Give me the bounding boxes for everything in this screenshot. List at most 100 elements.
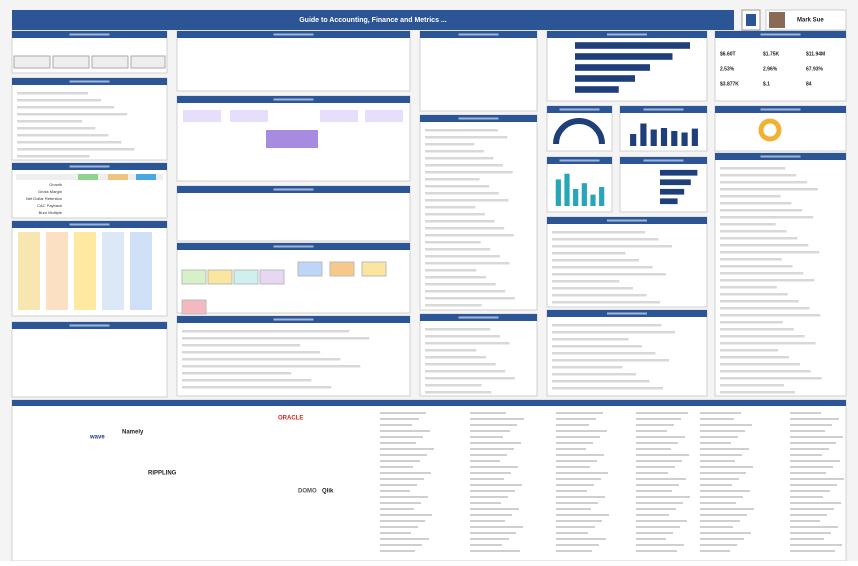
text-line (636, 532, 673, 534)
header-text (69, 80, 110, 83)
text-line (470, 460, 500, 462)
text-line (425, 356, 486, 359)
text-line (700, 520, 740, 522)
bar (564, 173, 570, 206)
diagram-column (102, 232, 124, 310)
text-line (425, 143, 475, 146)
text-line (700, 496, 743, 498)
text-line (700, 478, 739, 480)
text-line (425, 136, 508, 139)
text-line (790, 448, 829, 450)
text-line (425, 335, 500, 338)
text-line (556, 550, 592, 552)
text-line (380, 412, 426, 414)
text-line (380, 538, 429, 540)
header-text (643, 108, 684, 111)
text-line (182, 351, 321, 354)
text-line (17, 92, 89, 95)
header-text (273, 188, 314, 191)
logo: ORACLE (278, 416, 303, 422)
text-line (380, 520, 425, 522)
text-line (556, 532, 588, 534)
text-line (636, 502, 683, 504)
text-line (425, 276, 486, 279)
panel (176, 315, 411, 397)
text-line (636, 478, 686, 480)
text-line (636, 538, 666, 540)
flow-box (259, 269, 285, 285)
text-line (700, 484, 732, 486)
text-line (790, 484, 837, 486)
text-line (720, 188, 819, 191)
text-line (720, 244, 809, 247)
header-text (643, 159, 684, 162)
text-line (790, 544, 842, 546)
text-line (790, 496, 823, 498)
text-line (425, 262, 510, 265)
text-line (720, 251, 820, 254)
text-line (790, 538, 824, 540)
text-line (556, 520, 602, 522)
text-line (720, 377, 822, 380)
text-line (470, 418, 524, 420)
text-line (552, 259, 639, 262)
text-line (720, 300, 799, 303)
text-line (552, 245, 672, 248)
bar (575, 75, 635, 82)
text-line (636, 496, 690, 498)
highlight-box (266, 130, 318, 148)
title-bar (12, 10, 734, 30)
text-line (470, 436, 503, 438)
text-line (790, 460, 840, 462)
text-line (425, 304, 482, 307)
text-line (720, 230, 787, 233)
text-line (380, 454, 427, 456)
bar (660, 169, 698, 176)
header-text (458, 117, 499, 120)
text-line (556, 424, 589, 426)
text-line (425, 391, 492, 394)
text-line (182, 337, 370, 340)
text-line (720, 279, 815, 282)
text-line (425, 206, 476, 209)
text-line (556, 466, 590, 468)
text-line (17, 141, 122, 144)
panel (11, 77, 168, 161)
flow-box (181, 299, 207, 315)
bar (575, 53, 673, 60)
table-row-label: Growth (49, 182, 62, 187)
text-line (720, 195, 781, 198)
text-line (556, 418, 596, 420)
text-line (556, 454, 604, 456)
text-line (425, 283, 496, 286)
text-line (636, 424, 674, 426)
text-line (700, 544, 737, 546)
text-line (470, 454, 507, 456)
text-line (720, 174, 797, 177)
text-line (556, 508, 591, 510)
text-line (470, 442, 521, 444)
title: Guide to Accounting, Finance and Metrics… (299, 17, 447, 24)
text-line (17, 127, 96, 130)
profile[interactable] (765, 9, 847, 31)
text-line (380, 532, 411, 534)
text-line (470, 466, 518, 468)
text-line (380, 550, 415, 552)
text-line (425, 384, 482, 387)
text-line (470, 550, 520, 552)
text-line (700, 418, 734, 420)
bar (660, 198, 678, 205)
header-text (69, 165, 110, 168)
bar (671, 131, 678, 146)
text-line (425, 297, 515, 300)
mini-box (13, 55, 51, 69)
text-line (556, 430, 607, 432)
text-line (720, 258, 782, 261)
text-line (380, 502, 421, 504)
panel (176, 185, 411, 242)
text-line (790, 436, 843, 438)
text-line (470, 490, 515, 492)
header-text (69, 33, 110, 36)
table-row-label: Net Dollar Retention (26, 196, 62, 201)
